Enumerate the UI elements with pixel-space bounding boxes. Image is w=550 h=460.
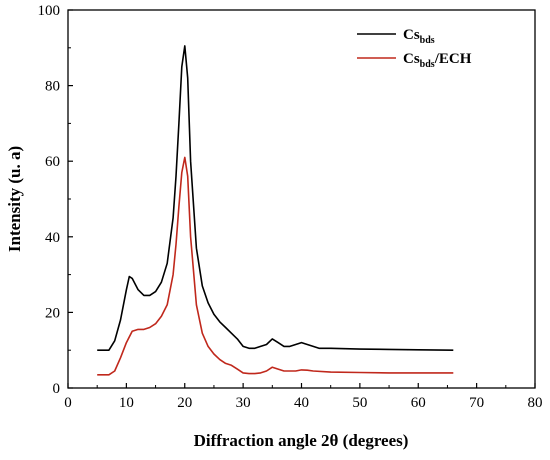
y-tick-label: 40 xyxy=(45,230,60,246)
series-line-2 xyxy=(97,156,454,376)
x-tick-label: 60 xyxy=(411,395,426,411)
x-tick-label: 80 xyxy=(528,395,543,411)
y-tick-label: 60 xyxy=(45,154,60,170)
axis-tick-labels: 0 10 20 30 40 50 60 70 80 0 20 40 60 80 100 xyxy=(38,3,543,411)
x-tick-label: 20 xyxy=(177,395,192,411)
x-tick-label: 10 xyxy=(119,395,134,411)
x-tick-label: 30 xyxy=(236,395,251,411)
y-tick-label: 80 xyxy=(45,79,60,95)
axis-ticks xyxy=(67,9,536,389)
x-tick-label: 50 xyxy=(352,395,367,411)
legend-label-series-2: Csbds/ECH xyxy=(403,51,472,70)
x-tick-label: 0 xyxy=(64,395,72,411)
x-axis-title: Diffraction angle 2θ (degrees) xyxy=(194,431,409,450)
y-axis-title: Intensity (u. a) xyxy=(5,146,24,252)
legend-label-series-1: Csbds xyxy=(403,27,435,46)
y-tick-label: 0 xyxy=(53,381,61,397)
legend: Csbds Csbds/ECH xyxy=(357,27,472,70)
x-tick-label: 70 xyxy=(469,395,484,411)
y-tick-label: 100 xyxy=(38,3,61,19)
x-tick-label: 40 xyxy=(294,395,309,411)
y-tick-label: 20 xyxy=(45,305,60,321)
series-line-1 xyxy=(97,45,454,352)
series-lines xyxy=(97,45,454,376)
